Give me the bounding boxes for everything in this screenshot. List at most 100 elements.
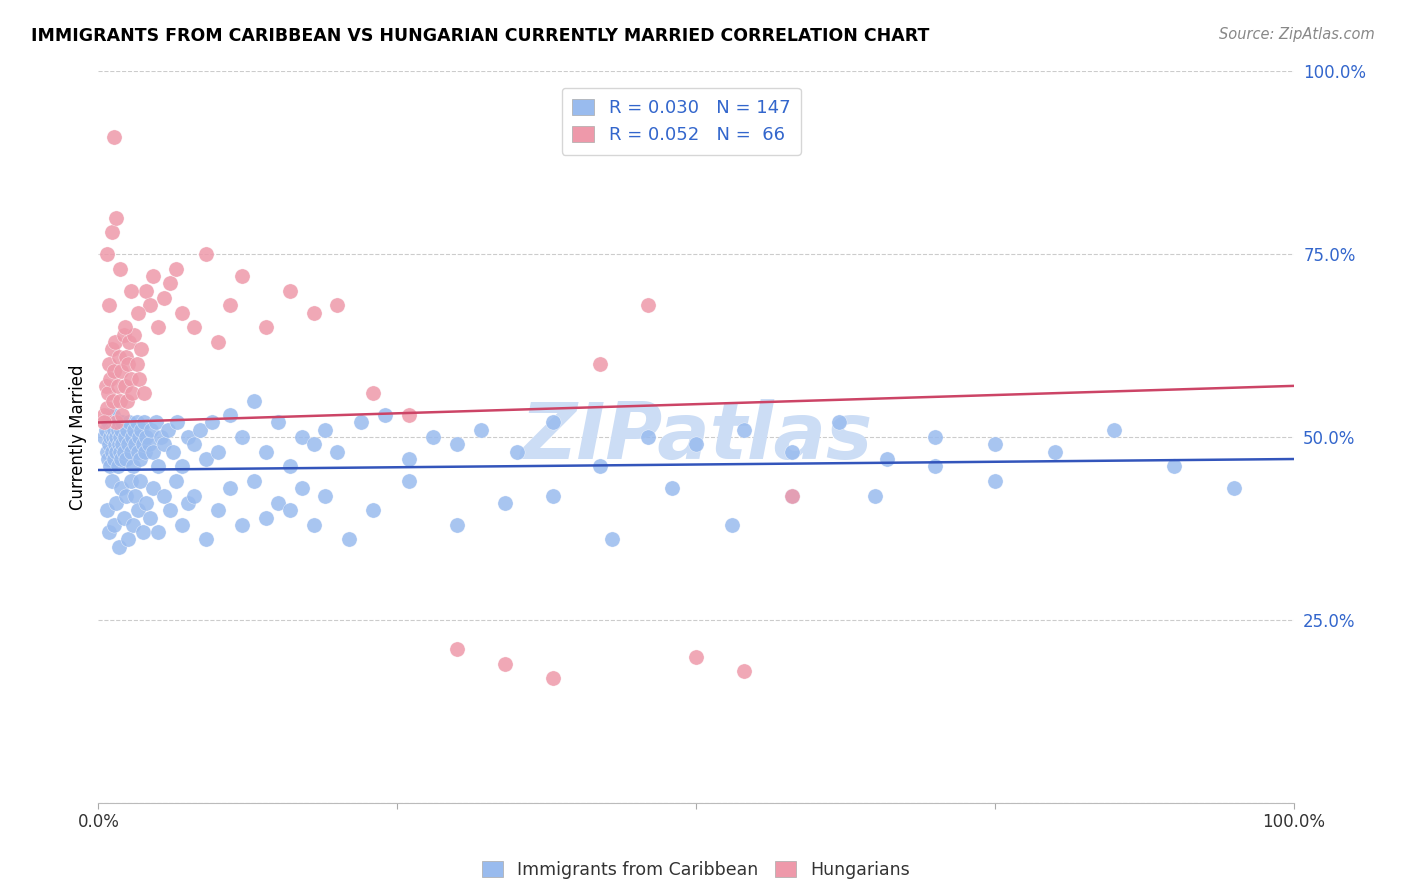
Point xyxy=(120,284,142,298)
Point xyxy=(114,430,136,444)
Point xyxy=(124,423,146,437)
Point xyxy=(98,371,122,385)
Point xyxy=(422,430,444,444)
Point xyxy=(589,459,612,474)
Point xyxy=(231,517,253,532)
Point xyxy=(98,430,122,444)
Point xyxy=(243,474,266,488)
Point xyxy=(398,408,420,422)
Point xyxy=(254,320,277,334)
Point xyxy=(142,444,165,458)
Point xyxy=(127,444,149,458)
Point xyxy=(111,408,134,422)
Point xyxy=(195,247,218,261)
Point xyxy=(115,350,138,364)
Point xyxy=(100,444,122,458)
Point xyxy=(96,503,118,517)
Point xyxy=(120,474,142,488)
Point xyxy=(117,357,139,371)
Point xyxy=(103,423,125,437)
Point xyxy=(363,386,385,401)
Point xyxy=(98,525,121,540)
Point xyxy=(153,437,176,451)
Point xyxy=(1043,444,1066,458)
Point xyxy=(267,496,290,510)
Point xyxy=(363,503,385,517)
Point xyxy=(602,533,624,547)
Point xyxy=(177,496,200,510)
Point xyxy=(541,416,564,430)
Point xyxy=(733,423,755,437)
Point xyxy=(183,320,205,334)
Point xyxy=(108,444,131,458)
Point xyxy=(125,416,148,430)
Point xyxy=(865,489,887,503)
Point xyxy=(685,649,707,664)
Point xyxy=(107,540,129,554)
Point xyxy=(100,474,122,488)
Point xyxy=(114,379,136,393)
Point xyxy=(315,423,337,437)
Point xyxy=(183,437,205,451)
Text: Source: ZipAtlas.com: Source: ZipAtlas.com xyxy=(1219,27,1375,42)
Point xyxy=(127,306,149,320)
Point xyxy=(115,452,138,467)
Point xyxy=(96,444,118,458)
Point xyxy=(100,423,122,437)
Point xyxy=(105,416,128,430)
Point xyxy=(446,437,468,451)
Point xyxy=(291,481,314,495)
Point xyxy=(138,437,160,451)
Point xyxy=(121,430,143,444)
Point xyxy=(103,517,125,532)
Point xyxy=(105,211,128,225)
Point xyxy=(96,401,118,415)
Point xyxy=(121,386,143,401)
Point xyxy=(172,459,194,474)
Point xyxy=(149,430,172,444)
Point xyxy=(188,423,211,437)
Point xyxy=(984,437,1007,451)
Point xyxy=(118,334,141,349)
Point xyxy=(107,416,129,430)
Point xyxy=(374,408,396,422)
Point xyxy=(398,452,420,467)
Point xyxy=(506,444,529,458)
Point xyxy=(107,437,129,451)
Point xyxy=(98,408,121,422)
Point xyxy=(924,430,946,444)
Point xyxy=(780,489,803,503)
Point xyxy=(162,444,184,458)
Point xyxy=(118,416,141,430)
Point xyxy=(98,298,121,312)
Point xyxy=(924,459,946,474)
Point xyxy=(165,474,187,488)
Point xyxy=(93,430,115,444)
Point xyxy=(153,291,176,305)
Point xyxy=(302,437,325,451)
Point xyxy=(1223,481,1246,495)
Point xyxy=(97,386,120,401)
Point xyxy=(111,437,134,451)
Point xyxy=(98,357,121,371)
Point xyxy=(166,416,188,430)
Point xyxy=(120,444,142,458)
Point xyxy=(541,672,564,686)
Text: IMMIGRANTS FROM CARIBBEAN VS HUNGARIAN CURRENTLY MARRIED CORRELATION CHART: IMMIGRANTS FROM CARIBBEAN VS HUNGARIAN C… xyxy=(31,27,929,45)
Point xyxy=(107,459,129,474)
Point xyxy=(112,327,135,342)
Point xyxy=(120,371,142,385)
Point xyxy=(159,503,181,517)
Point xyxy=(108,261,131,276)
Point xyxy=(131,437,153,451)
Point xyxy=(142,269,165,284)
Point xyxy=(94,379,117,393)
Point xyxy=(132,386,155,401)
Point xyxy=(876,452,898,467)
Point xyxy=(98,437,121,451)
Point xyxy=(165,261,187,276)
Point xyxy=(721,517,744,532)
Point xyxy=(153,489,176,503)
Point xyxy=(135,284,157,298)
Point xyxy=(231,430,253,444)
